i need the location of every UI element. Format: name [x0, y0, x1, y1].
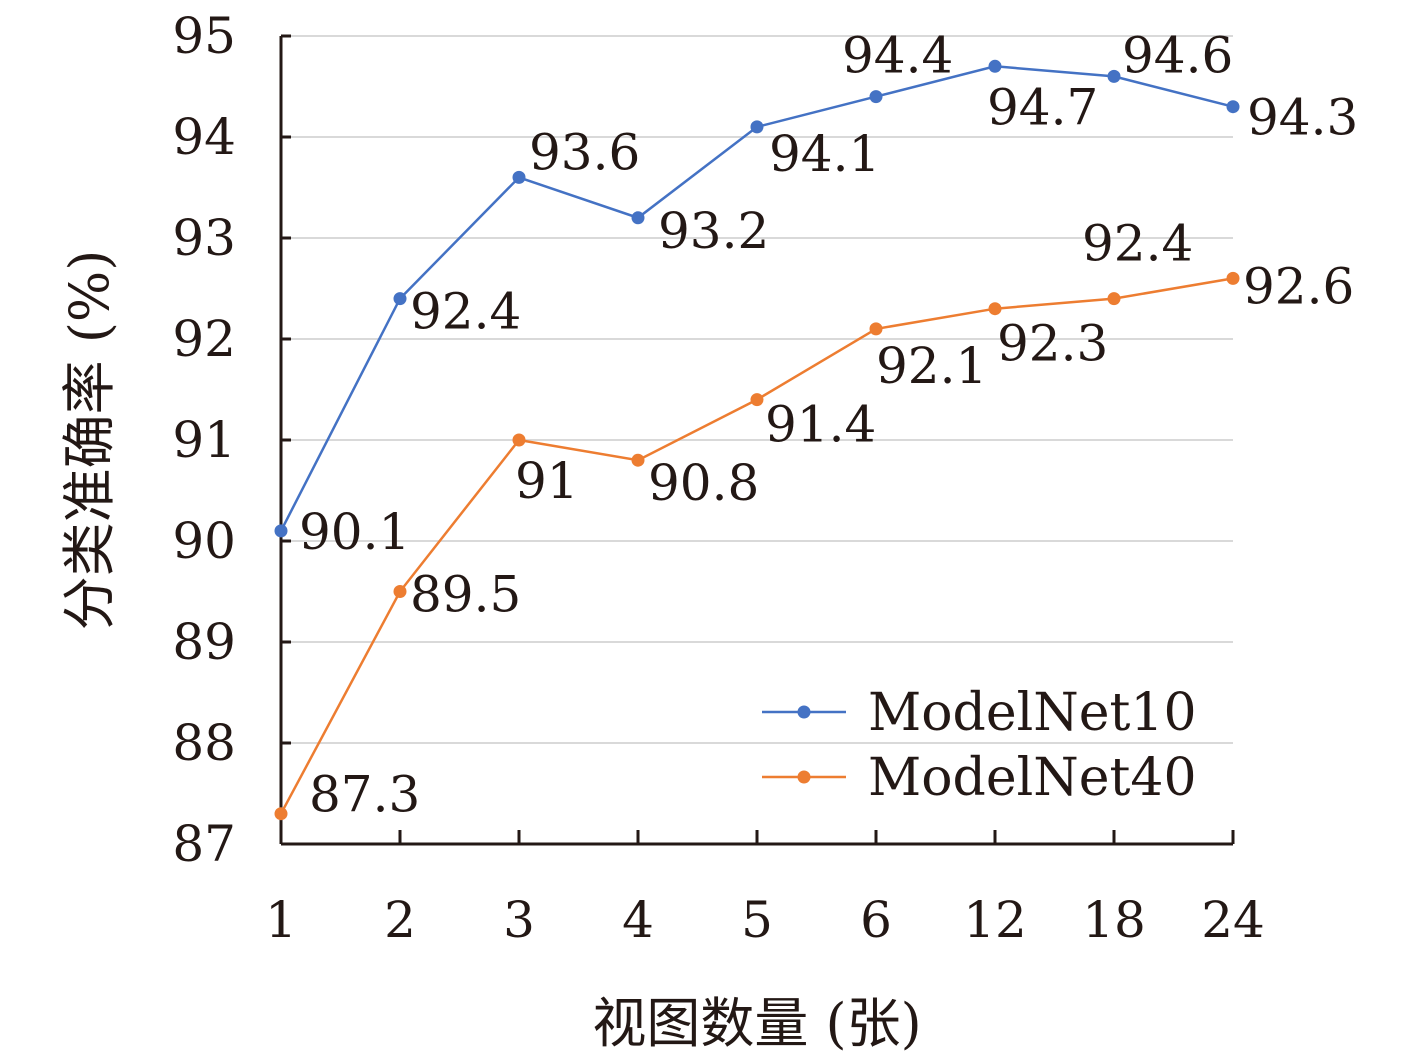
- x-axis-title: 视图数量 (张): [592, 992, 921, 1055]
- y-tick-label: 89: [172, 613, 236, 671]
- data-label: 90.8: [648, 454, 759, 512]
- legend-marker-ModelNet40: [797, 770, 811, 784]
- data-label: 91: [515, 452, 579, 510]
- data-label: 93.6: [529, 123, 640, 181]
- x-tick-label: 4: [622, 891, 654, 949]
- axes: [279, 34, 1235, 846]
- data-point: [750, 120, 764, 134]
- data-point: [1226, 100, 1240, 114]
- x-tick-label: 12: [963, 891, 1027, 949]
- data-point: [512, 170, 526, 184]
- x-tick-label: 1: [265, 891, 297, 949]
- data-point: [750, 393, 764, 407]
- y-tick-label: 95: [172, 7, 236, 65]
- data-point: [512, 433, 526, 447]
- data-point: [869, 90, 883, 104]
- data-point: [988, 302, 1002, 316]
- y-tick-label: 90: [172, 512, 236, 570]
- y-tick-label: 91: [172, 411, 236, 469]
- x-tick-label: 5: [741, 891, 773, 949]
- legend-label: ModelNet40: [868, 748, 1197, 808]
- data-point: [393, 292, 407, 306]
- data-label: 94.1: [769, 125, 880, 183]
- data-label: 92.3: [997, 315, 1108, 373]
- data-point: [631, 453, 645, 467]
- x-tick-label: 2: [384, 891, 416, 949]
- data-label: 91.4: [765, 396, 876, 454]
- grid-lines: [281, 35, 1233, 744]
- x-tick-label: 6: [860, 891, 892, 949]
- legend-label: ModelNet10: [868, 683, 1197, 743]
- x-tick-label: 18: [1082, 891, 1146, 949]
- data-label: 93.2: [658, 202, 769, 260]
- legend-marker-ModelNet10: [797, 705, 811, 719]
- data-label: 94.7: [987, 78, 1098, 136]
- data-point: [869, 322, 883, 336]
- y-axis-title: 分类准确率 (%): [58, 250, 121, 631]
- data-point: [393, 585, 407, 598]
- data-label: 92.1: [876, 337, 987, 395]
- y-tick-label: 93: [172, 209, 236, 267]
- data-label: 89.5: [410, 566, 521, 624]
- data-point: [1226, 271, 1240, 285]
- y-tick-label: 92: [172, 310, 236, 368]
- y-tick-label: 88: [172, 714, 236, 772]
- data-point: [274, 807, 288, 821]
- data-label: 87.3: [309, 766, 420, 824]
- x-tick-labels: 1 2 3 4 5 6 12 18 24: [265, 891, 1265, 949]
- data-point: [1107, 69, 1121, 83]
- data-label: 92.4: [410, 283, 521, 341]
- data-point: [988, 59, 1002, 73]
- data-point: [631, 211, 645, 225]
- data-label: 92.6: [1243, 257, 1354, 315]
- x-tick-label: 24: [1201, 891, 1265, 949]
- y-tick-label: 94: [172, 108, 236, 166]
- data-label: 90.1: [299, 503, 410, 561]
- data-point: [274, 524, 288, 538]
- series-lines: [274, 59, 1240, 821]
- y-tick-label: 87: [172, 815, 236, 873]
- x-tick-label: 3: [503, 891, 535, 949]
- data-label: 92.4: [1082, 215, 1193, 273]
- data-label: 94.4: [842, 27, 953, 85]
- data-labels: 90.1 92.4 93.6 93.294.1 94.4 94.7 94.694.3 87.3…: [299, 26, 1358, 823]
- data-label: 94.6: [1122, 26, 1233, 84]
- data-point: [1107, 292, 1121, 306]
- y-tick-labels: 87 88 89 90 91 92 93 94 95: [172, 7, 236, 873]
- data-label: 94.3: [1247, 89, 1358, 147]
